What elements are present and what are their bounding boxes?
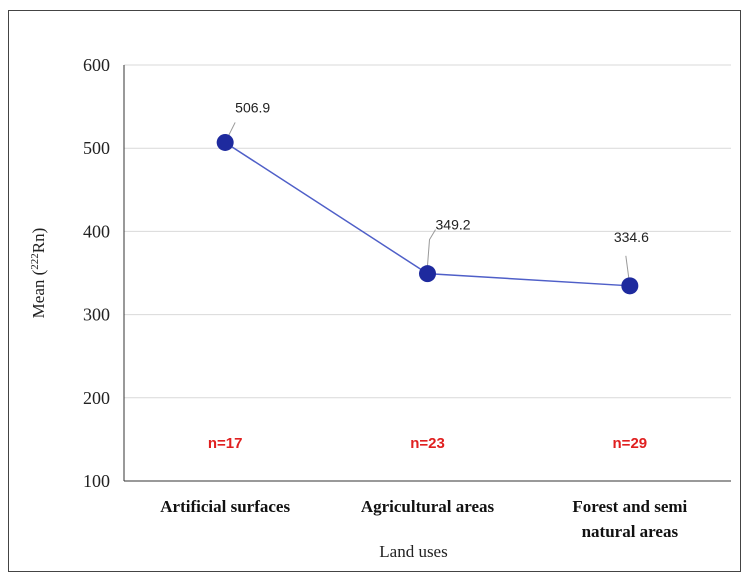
- data-point-1: [216, 133, 234, 151]
- y-tick-label-200: 200: [83, 388, 110, 408]
- sample-size-annotations: n=17 n=23 n=29: [208, 435, 647, 452]
- data-point-3: [621, 277, 639, 295]
- data-points: [216, 133, 639, 295]
- y-tick-label-500: 500: [83, 138, 110, 158]
- data-label-leader-2: [427, 229, 436, 266]
- data-label-1: 506.9: [235, 99, 270, 115]
- y-tick-label-600: 600: [83, 55, 110, 75]
- y-axis-title: Mean (222Rn): [29, 228, 48, 319]
- x-category-label-2: Agricultural areas: [361, 497, 495, 516]
- data-point-2: [419, 265, 436, 283]
- data-label-2: 349.2: [436, 217, 471, 233]
- sample-size-label-1: n=17: [208, 435, 243, 452]
- x-category-label-3: Forest and semi natural areas: [572, 497, 687, 541]
- chart-frame: [8, 10, 741, 572]
- sample-size-label-2: n=23: [410, 435, 445, 452]
- y-axis-ticks: 100 200 300 400 500 600: [83, 55, 110, 491]
- y-tick-label-100: 100: [83, 471, 110, 491]
- x-axis-categories: Artificial surfaces Agricultural areas For…: [160, 497, 687, 541]
- x-axis-title: Land uses: [379, 542, 447, 561]
- x-category-label-1: Artificial surfaces: [160, 497, 290, 516]
- y-tick-label-300: 300: [83, 305, 110, 325]
- data-label-leaders: [224, 122, 631, 286]
- sample-size-label-3: n=29: [613, 435, 648, 452]
- data-label-3: 334.6: [614, 229, 649, 245]
- y-tick-label-400: 400: [83, 221, 110, 241]
- data-labels: 506.9 349.2 334.6: [235, 99, 649, 244]
